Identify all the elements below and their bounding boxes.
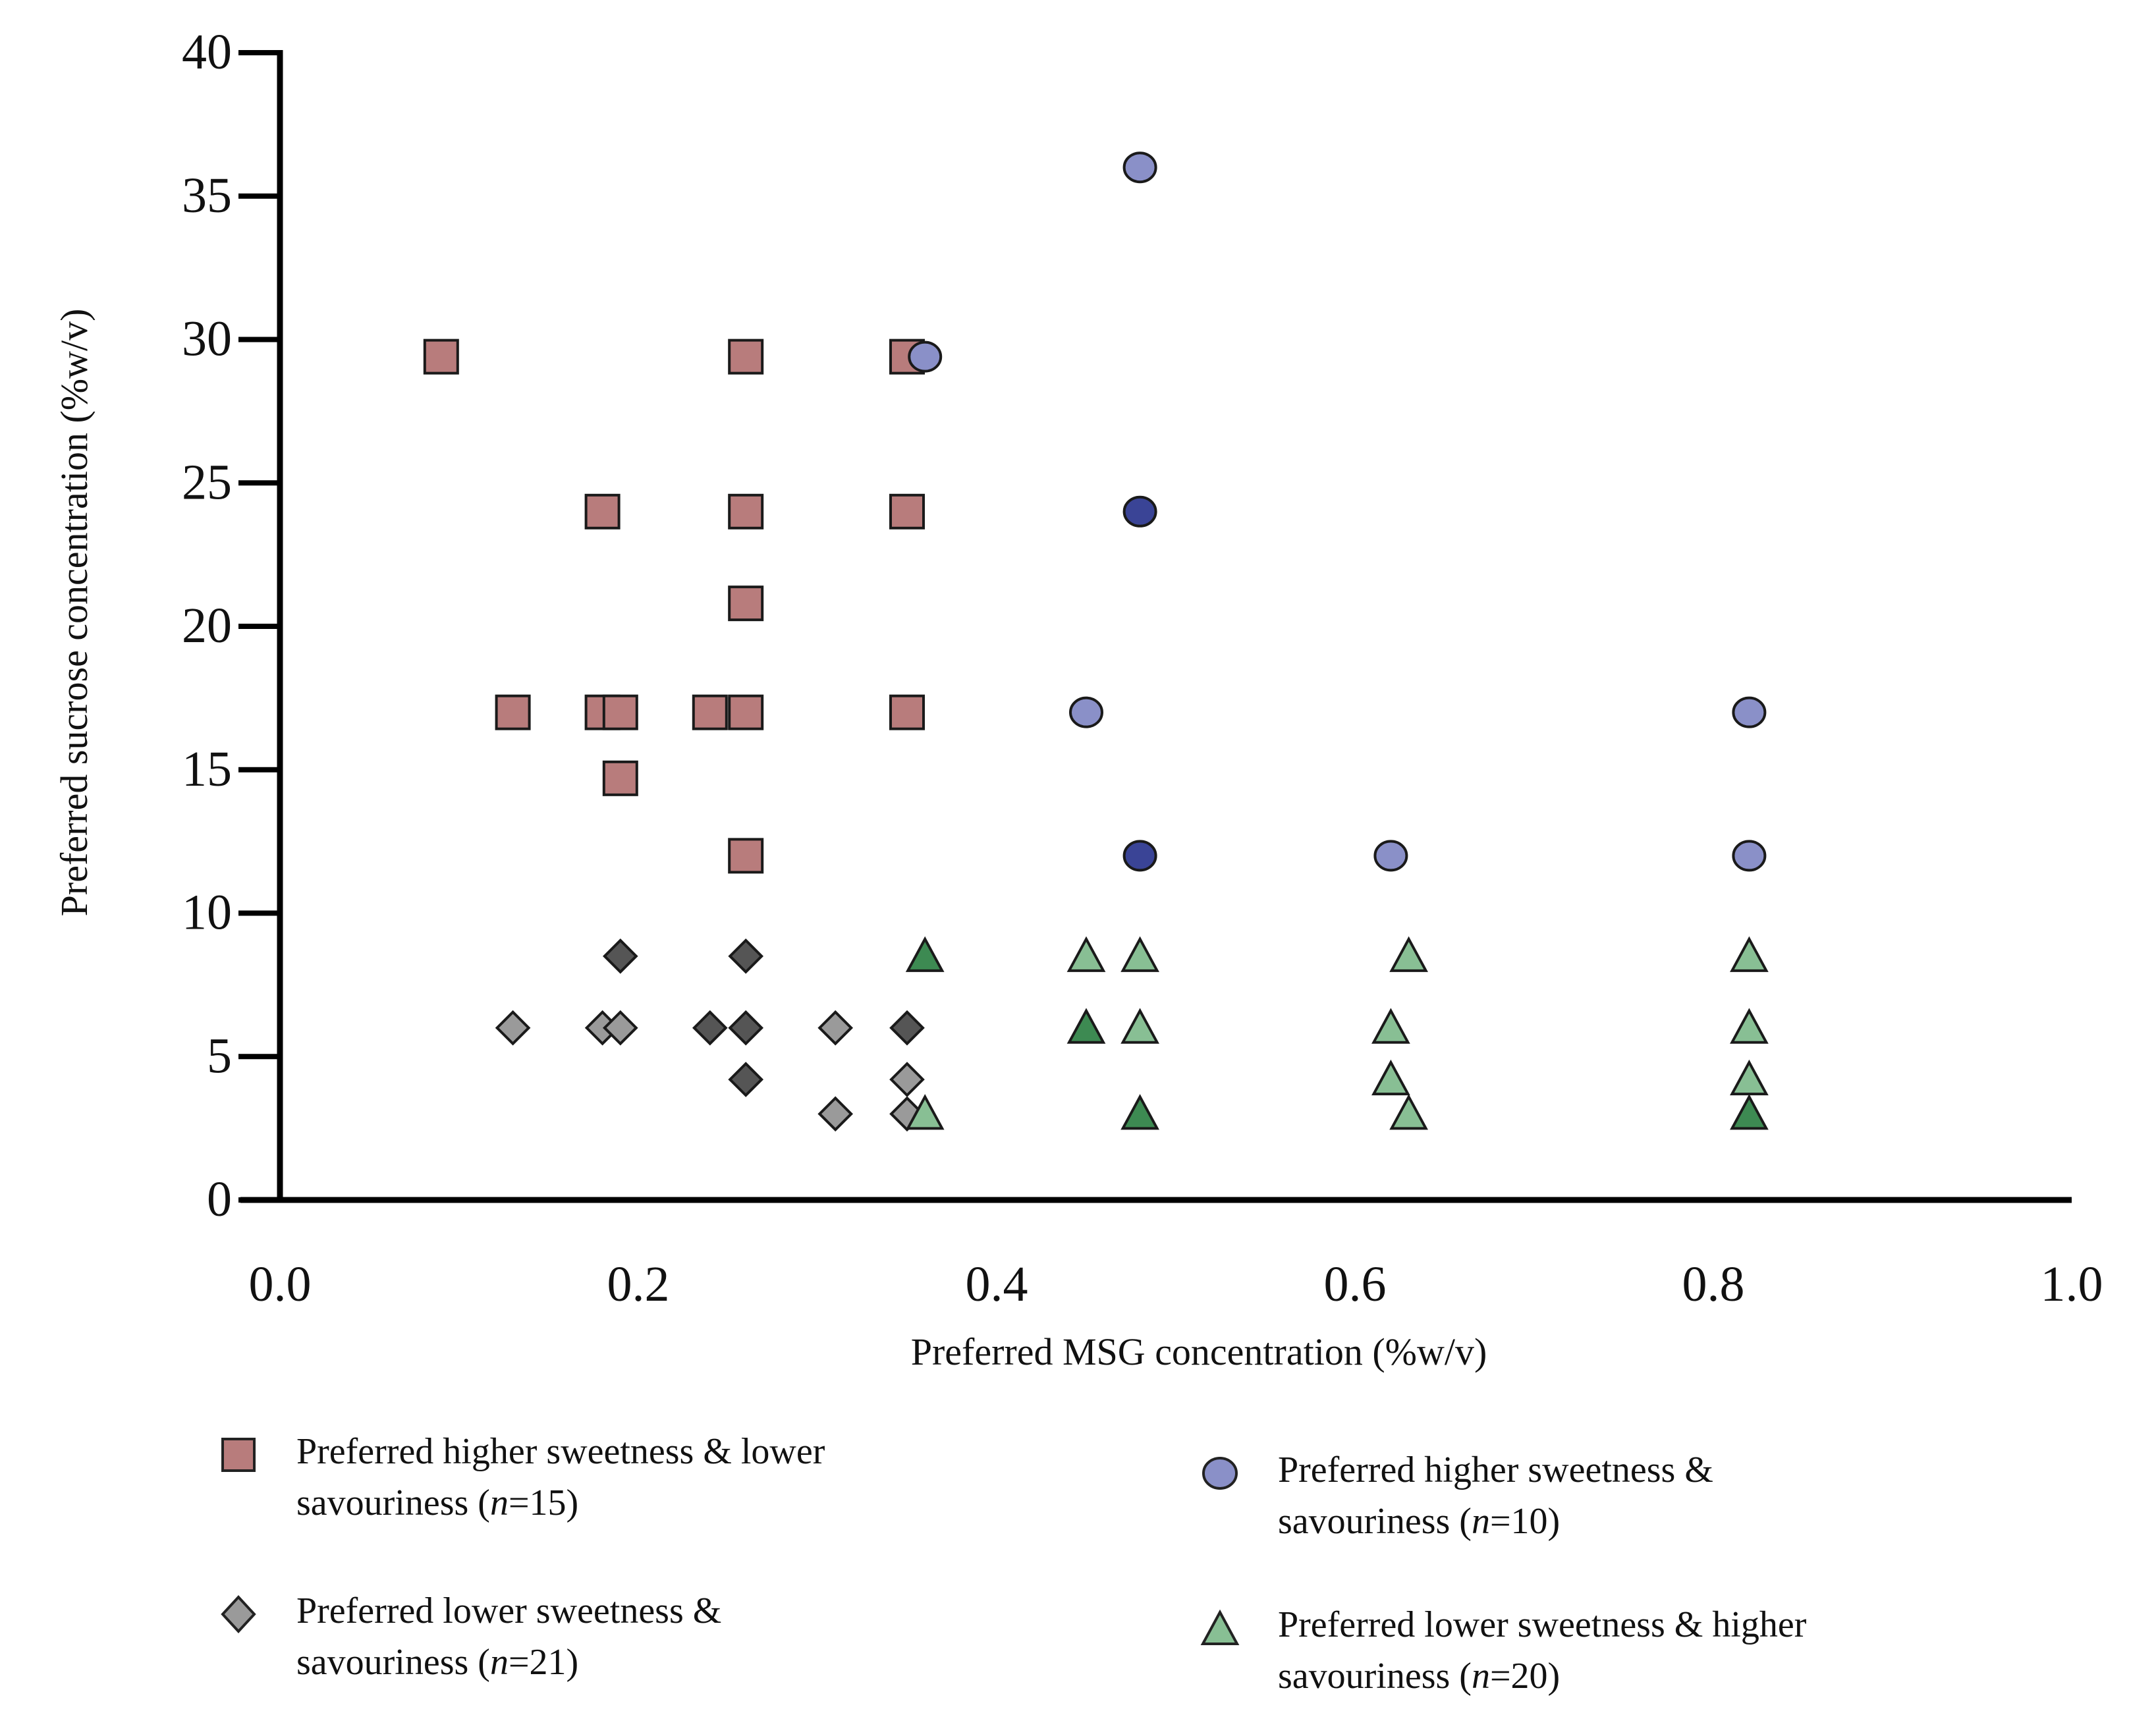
square-point	[602, 760, 638, 796]
y-tick-label: 20	[182, 598, 232, 653]
diamond-marker-icon	[221, 1595, 256, 1633]
square-point	[728, 339, 764, 375]
circle-point	[1122, 840, 1157, 872]
y-tick-label: 40	[182, 24, 232, 80]
axis-labels: 0 5 10 15 20 25 30 35 40 0.0 0.2 0.4 0.6 0.8 1.0 Prefer…	[53, 24, 2103, 1373]
x-tick-label: 1.0	[2041, 1257, 2103, 1312]
triangle-point	[1389, 936, 1428, 972]
circle-point	[1732, 840, 1767, 872]
square-point	[889, 694, 925, 730]
x-tick-label: 0.4	[966, 1257, 1028, 1312]
square-marker-icon	[221, 1438, 256, 1472]
legend-label: Preferred higher sweetness & savouriness…	[1278, 1450, 1713, 1542]
triangle-point	[1066, 1008, 1106, 1044]
y-tick-label: 25	[182, 454, 232, 510]
triangle-point	[1120, 1008, 1159, 1044]
diamond-point	[602, 1010, 638, 1046]
square-point	[728, 694, 764, 730]
diamond-point	[728, 1010, 764, 1046]
circle-marker-icon	[1202, 1457, 1238, 1490]
triangle-point	[1730, 936, 1769, 972]
y-tick-label: 15	[182, 742, 232, 797]
data-points	[423, 151, 1769, 1132]
legend-item-higher-sweet-higher-savoury: Preferred higher sweetness & savouriness…	[1199, 1444, 1713, 1547]
diamond-point	[728, 938, 764, 974]
y-axis-title: Preferred sucrose concentration (%w/v)	[53, 309, 96, 917]
diamond-point	[728, 1062, 764, 1097]
square-point	[584, 493, 621, 530]
x-tick-label: 0.6	[1324, 1257, 1387, 1312]
legend-label: Preferred higher sweetness & lower savou…	[296, 1431, 825, 1523]
circle-point	[1732, 696, 1767, 728]
circle-point	[1069, 696, 1103, 728]
legend-label: Preferred lower sweetness & higher savou…	[1278, 1604, 1807, 1697]
y-tick-label: 35	[182, 168, 232, 223]
triangle-point	[1730, 1008, 1769, 1044]
diamond-point	[889, 1010, 925, 1046]
square-point	[728, 585, 764, 622]
x-axis-title: Preferred MSG concentration (%w/v)	[911, 1330, 1487, 1373]
square-point	[495, 694, 531, 730]
triangle-point	[1120, 1094, 1159, 1130]
triangle-point	[1371, 1059, 1410, 1096]
triangle-point	[1371, 1008, 1410, 1044]
circle-point	[1122, 151, 1157, 184]
circle-point	[1373, 840, 1408, 872]
square-point	[728, 838, 764, 874]
square-point	[889, 493, 925, 530]
y-tick-label: 0	[207, 1172, 232, 1227]
triangle-point	[905, 1094, 945, 1130]
x-tick-label: 0.0	[249, 1257, 312, 1312]
diamond-point	[602, 938, 638, 974]
x-tick-label: 0.8	[1682, 1257, 1745, 1312]
triangle-point	[1730, 1059, 1769, 1096]
y-tick-label: 5	[207, 1028, 232, 1083]
x-tick-label: 0.2	[607, 1257, 670, 1312]
legend-item-higher-sweet-lower-savoury: Preferred higher sweetness & lower savou…	[217, 1426, 825, 1529]
diamond-point	[889, 1062, 925, 1097]
square-point	[728, 493, 764, 530]
diamond-point	[495, 1010, 531, 1046]
square-point	[423, 339, 459, 375]
axes	[238, 50, 2072, 1203]
diamond-point	[692, 1010, 728, 1046]
triangle-point	[1120, 936, 1159, 972]
legend-label: Preferred lower sweetness & savouriness …	[296, 1591, 722, 1683]
triangle-point	[905, 936, 945, 972]
square-point	[692, 694, 728, 730]
triangle-marker-icon	[1200, 1609, 1240, 1645]
legend-item-lower-sweet-lower-savoury: Preferred lower sweetness & savouriness …	[217, 1585, 721, 1688]
legend-item-lower-sweet-higher-savoury: Preferred lower sweetness & higher savou…	[1199, 1599, 1806, 1702]
square-point	[602, 694, 638, 730]
diamond-point	[817, 1096, 854, 1132]
diamond-point	[817, 1010, 854, 1046]
triangle-point	[1066, 936, 1106, 972]
y-tick-label: 30	[182, 312, 232, 367]
triangle-point	[1730, 1094, 1769, 1130]
circle-point	[908, 340, 943, 373]
triangle-point	[1389, 1094, 1428, 1130]
y-tick-label: 10	[182, 885, 232, 940]
circle-point	[1122, 495, 1157, 528]
